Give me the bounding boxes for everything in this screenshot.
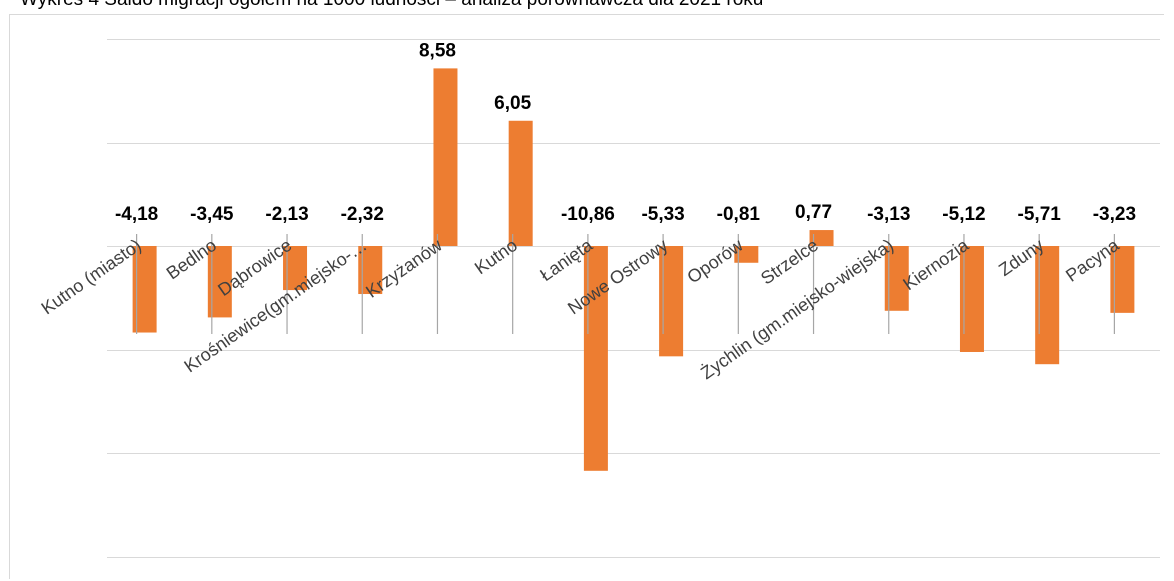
value-label: -5,12 bbox=[942, 204, 985, 225]
value-label: -3,13 bbox=[867, 204, 910, 225]
chart-frame bbox=[9, 14, 1164, 579]
value-label: -3,45 bbox=[190, 204, 234, 225]
bar bbox=[809, 230, 834, 246]
bar bbox=[734, 246, 759, 263]
bar bbox=[433, 68, 458, 246]
category-label: Strzelce bbox=[757, 235, 822, 289]
value-label: -10,86 bbox=[561, 204, 615, 225]
value-label: 6,05 bbox=[494, 93, 531, 114]
value-labels: -4,18 -3,45 -2,13 -2,32 8,58 6,05 -10,86 -5,33 -… bbox=[115, 40, 1136, 225]
value-label: -4,18 bbox=[115, 204, 158, 225]
value-label: -0,81 bbox=[717, 204, 761, 225]
value-label: -5,33 bbox=[641, 204, 684, 225]
category-leader-lines bbox=[136, 234, 1115, 334]
value-label: -3,23 bbox=[1093, 204, 1136, 225]
value-label: 8,58 bbox=[419, 40, 456, 61]
category-label: Kutno bbox=[471, 235, 521, 278]
value-label: -5,71 bbox=[1018, 204, 1062, 225]
category-label: Kutno (miasto) bbox=[38, 235, 145, 319]
value-label: 0,77 bbox=[795, 202, 832, 223]
bar bbox=[508, 120, 533, 246]
value-label: -2,13 bbox=[265, 204, 308, 225]
gridlines bbox=[107, 39, 1160, 558]
chart-title: Wykres 4 Saldo migracji ogółem na 1000 l… bbox=[20, 0, 763, 11]
value-label: -2,32 bbox=[341, 204, 384, 225]
